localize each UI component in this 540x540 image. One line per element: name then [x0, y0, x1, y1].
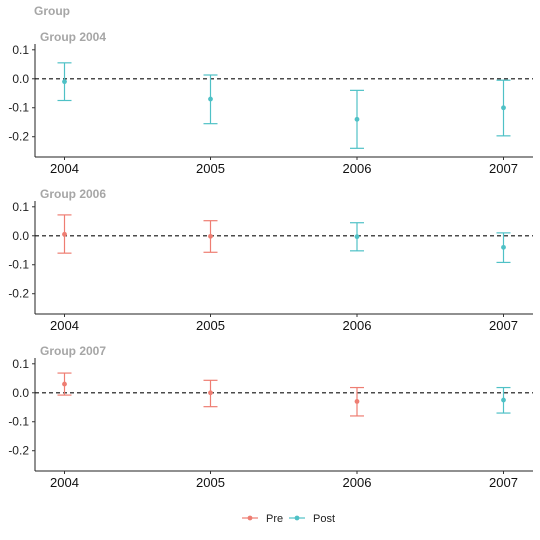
- point-estimate: [354, 116, 360, 122]
- estimate-2005: [203, 74, 218, 125]
- y-tick-label: -0.1: [8, 258, 29, 272]
- legend-item-post: Post: [289, 513, 335, 525]
- point-estimate: [354, 234, 360, 240]
- y-tick-label: 0.0: [12, 72, 29, 86]
- point-estimate: [208, 233, 213, 239]
- y-tick-label: -0.1: [8, 101, 29, 115]
- estimate-2007: [496, 386, 511, 414]
- y-tick-label: 0.1: [12, 43, 29, 57]
- y-tick-label: -0.1: [8, 415, 29, 429]
- y-tick-label: -0.2: [8, 130, 29, 144]
- panel-title: Group 2004: [40, 30, 106, 44]
- y-tick-label: -0.2: [8, 444, 29, 458]
- point-estimate: [208, 96, 213, 102]
- x-tick-label: 2005: [196, 475, 225, 490]
- x-tick-label: 2004: [50, 475, 79, 490]
- legend: Pre Post: [242, 513, 335, 525]
- estimate-2006: [350, 386, 364, 417]
- legend-label: Pre: [266, 513, 283, 525]
- y-tick-label: 0.1: [12, 357, 29, 371]
- x-tick-label: 2007: [489, 318, 518, 333]
- estimate-2004: [57, 372, 72, 396]
- estimate-2004: [57, 62, 72, 102]
- panels: Group 2004 0.1 0.0 -0.1 -0.2 2004 2005 2006 2007…: [8, 30, 533, 490]
- x-tick-label: 2006: [343, 161, 372, 176]
- point-estimate: [62, 79, 67, 85]
- panel-1: Group 2006 0.1 0.0 -0.1 -0.2 2004 2005 2006 2007: [8, 187, 533, 333]
- panel-2: Group 2007 0.1 0.0 -0.1 -0.2 2004 2005 2006 2007: [8, 344, 533, 490]
- x-tick-label: 2004: [50, 161, 79, 176]
- panel-title: Group 2006: [40, 187, 106, 201]
- estimate-2005: [203, 379, 218, 408]
- estimate-2004: [57, 214, 72, 254]
- point-estimate: [208, 390, 213, 396]
- y-tick-label: -0.2: [8, 287, 29, 301]
- point-estimate: [62, 381, 67, 387]
- point-estimate: [501, 244, 506, 250]
- legend-item-pre: Pre: [242, 513, 283, 525]
- panel-0: Group 2004 0.1 0.0 -0.1 -0.2 2004 2005 2006 2007: [8, 30, 533, 176]
- x-tick-label: 2005: [196, 161, 225, 176]
- estimate-2006: [350, 89, 364, 149]
- point-estimate: [354, 399, 360, 404]
- point-estimate: [501, 397, 506, 403]
- panel-title: Group 2007: [40, 344, 106, 358]
- estimate-2006: [350, 222, 364, 252]
- chart-title: Group: [34, 4, 70, 18]
- estimate-2007: [496, 79, 511, 137]
- y-tick-label: 0.0: [12, 229, 29, 243]
- point-estimate: [501, 105, 506, 111]
- x-tick-label: 2007: [489, 161, 518, 176]
- y-tick-label: 0.0: [12, 386, 29, 400]
- legend-key-point: [294, 515, 300, 521]
- x-tick-label: 2005: [196, 318, 225, 333]
- y-tick-label: 0.1: [12, 200, 29, 214]
- x-tick-label: 2006: [343, 318, 372, 333]
- estimate-2007: [496, 232, 511, 264]
- point-estimate: [62, 231, 67, 237]
- x-tick-label: 2006: [343, 475, 372, 490]
- legend-label: Post: [313, 513, 335, 525]
- x-tick-label: 2004: [50, 318, 79, 333]
- estimate-2005: [203, 220, 218, 253]
- legend-key-point: [247, 515, 253, 521]
- x-tick-label: 2007: [489, 475, 518, 490]
